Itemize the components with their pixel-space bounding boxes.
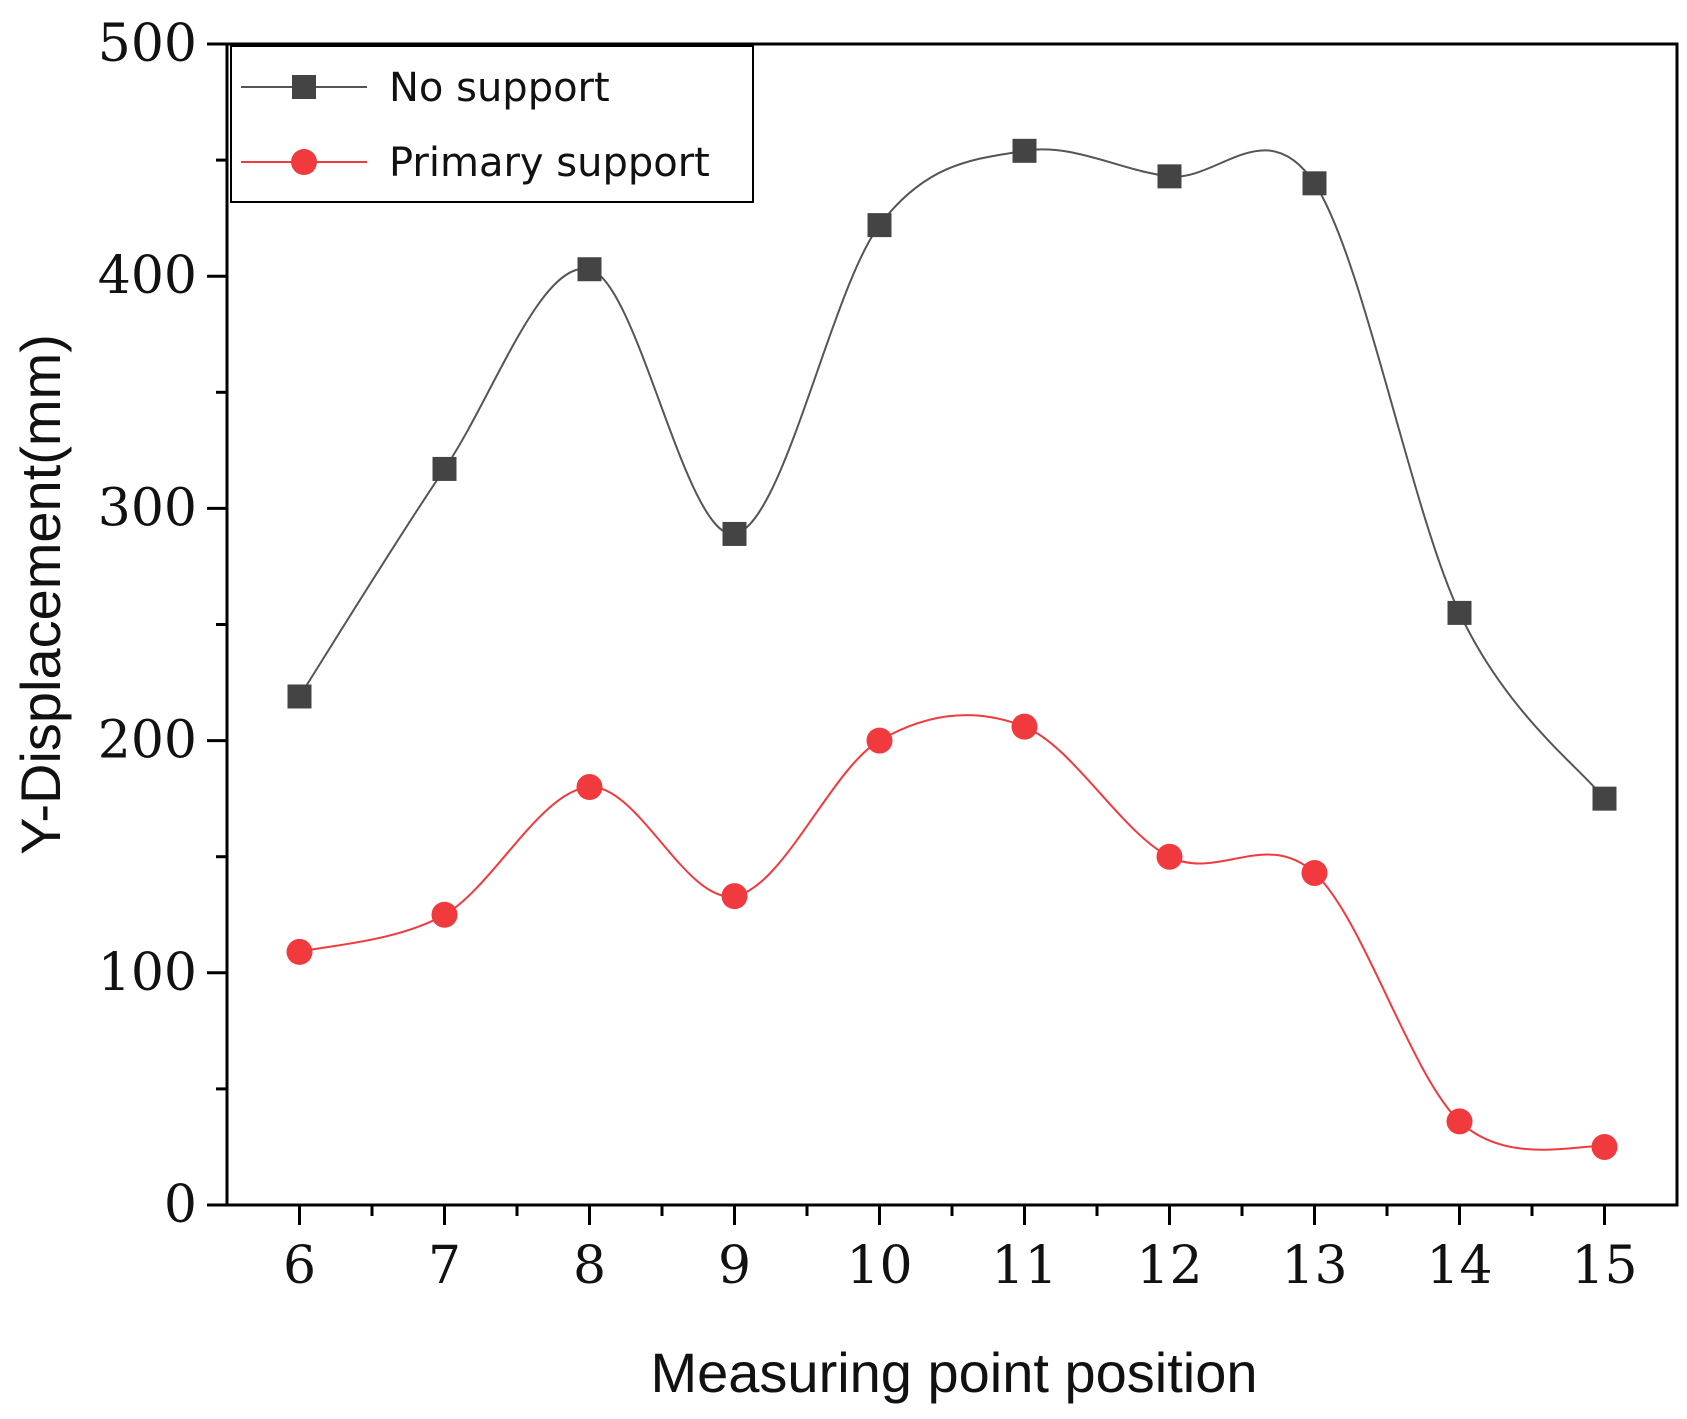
y-tick-label: 400 [98,246,197,306]
data-point [286,938,313,965]
data-point [1592,786,1617,811]
legend-marker [292,75,316,99]
x-tick-label: 12 [1136,1236,1202,1296]
x-axis-title: Measuring point position [650,1341,1257,1404]
data-point [1301,859,1328,886]
x-tick-label: 9 [718,1236,751,1296]
x-tick-label: 15 [1571,1236,1637,1296]
x-tick-label: 10 [846,1236,912,1296]
y-tick-label: 0 [164,1175,197,1235]
y-axis-title: Y-Displacement(mm) [9,334,72,855]
y-tick-label: 300 [98,478,197,538]
data-point [1157,164,1182,189]
data-point [576,774,603,801]
data-point [1012,138,1037,163]
data-point [1447,600,1472,625]
series-primary-support [286,713,1618,1160]
data-point [1156,843,1183,870]
data-point [432,456,457,481]
ticks: 0 100 200 300 400 500 6 7 8 9 10 11 12 13 14 15 [98,14,1638,1296]
data-point [721,883,748,910]
series [286,138,1618,1160]
x-tick-label: 14 [1426,1236,1492,1296]
x-tick-label: 8 [573,1236,606,1296]
x-tick-label: 7 [428,1236,461,1296]
legend-label: Primary support [389,140,710,186]
legend-label: No support [389,65,610,111]
data-point [867,213,892,238]
data-point [866,727,893,754]
series-no-support [287,138,1617,811]
series-line [299,714,1605,1151]
data-point [287,684,312,709]
data-point [1591,1133,1618,1160]
data-point [431,901,458,928]
legend-box [230,45,754,203]
data-point [577,257,602,282]
x-tick-label: 13 [1281,1236,1347,1296]
legend-marker [291,149,317,175]
series-line [298,148,1606,800]
data-point [1302,171,1327,196]
legend: No support Primary support [230,45,754,203]
data-point [1011,713,1038,740]
data-point [722,521,747,546]
y-tick-label: 100 [98,943,197,1003]
x-tick-label: 11 [991,1236,1057,1296]
y-tick-label: 200 [98,711,197,771]
y-tick-label: 500 [98,14,197,74]
x-tick-label: 6 [283,1236,316,1296]
data-point [1446,1108,1473,1135]
